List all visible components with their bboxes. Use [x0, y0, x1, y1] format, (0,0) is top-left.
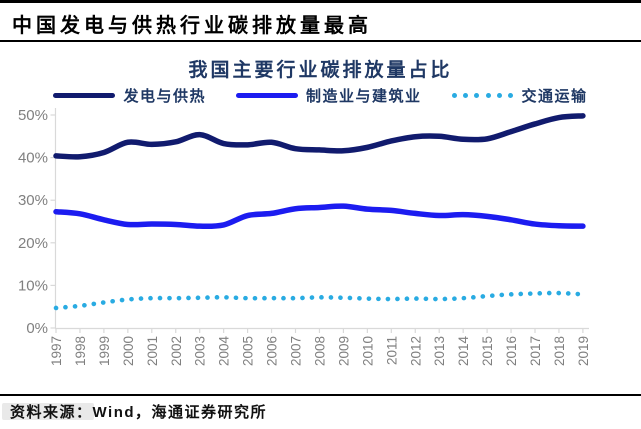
x-axis-label: 1999	[97, 336, 112, 366]
x-axis-label: 2008	[312, 336, 327, 366]
legend-line-swatch-manufacturing-construction	[235, 92, 298, 98]
y-axis-labels: 0% 10% 20% 30% 40% 50%	[18, 107, 48, 337]
chart-legend: 发电与供热 制造业与建筑业 交通运输	[0, 85, 641, 106]
x-axis-label: 1998	[73, 336, 88, 366]
x-axis-label: 2011	[384, 336, 399, 365]
legend-label-manufacturing-construction: 制造业与建筑业	[305, 87, 422, 105]
x-axis-label: 2002	[169, 336, 184, 366]
legend-item-manufacturing-construction: 制造业与建筑业	[235, 85, 422, 106]
x-axis-label: 2012	[408, 336, 423, 366]
x-axis-label: 2007	[289, 336, 304, 366]
x-axis-label: 1997	[49, 336, 64, 366]
series-lines	[53, 113, 586, 311]
legend-dotted-swatch-transport	[451, 92, 514, 98]
footer-divider	[0, 394, 641, 396]
report-title: 中国发电与供热行业碳排放量最高	[12, 15, 372, 37]
x-axis-label: 2010	[360, 336, 375, 366]
legend-item-transport: 交通运输	[451, 85, 588, 106]
y-axis-label: 40%	[18, 150, 48, 167]
legend-item-power-heat: 发电与供热	[53, 85, 206, 106]
x-axis-label: 2003	[193, 336, 208, 366]
legend-label-transport: 交通运输	[521, 87, 588, 105]
x-axis-label: 2000	[121, 336, 136, 366]
top-divider	[0, 0, 641, 3]
x-axis-label: 2004	[217, 336, 232, 367]
legend-label-power-heat: 发电与供热	[123, 87, 206, 105]
x-axis-label: 2006	[265, 336, 280, 366]
x-axis-labels: 1997 1998 1999 2000 2001 2002 2003 2004 2005 2006…	[49, 336, 591, 367]
x-axis-label: 2001	[145, 336, 160, 366]
x-axis-label: 2017	[528, 336, 543, 366]
legend-line-swatch-power-heat	[53, 92, 116, 98]
axes	[50, 108, 589, 333]
y-axis-label: 50%	[18, 107, 48, 124]
source-note: 资料来源：Wind，海通证券研究所	[10, 404, 268, 421]
x-axis-label: 2013	[432, 336, 447, 366]
series-line-manufacturing-construction	[53, 203, 586, 230]
title-divider	[0, 40, 641, 42]
x-axis-label: 2018	[552, 336, 567, 366]
x-axis-label: 2019	[576, 336, 591, 366]
y-axis-label: 30%	[18, 192, 48, 209]
watermark-artifact	[2, 403, 94, 420]
y-axis-label: 0%	[26, 320, 48, 337]
series-line-power-and-heat	[53, 113, 586, 160]
x-axis-label: 2015	[480, 336, 495, 366]
x-axis-label: 2014	[456, 336, 471, 367]
y-axis-label: 20%	[18, 235, 48, 252]
x-axis-label: 2005	[241, 336, 256, 366]
x-axis-label: 2009	[336, 336, 351, 366]
x-axis-label: 2016	[504, 336, 519, 366]
series-line-transport	[53, 290, 586, 311]
y-axis-label: 10%	[18, 277, 48, 294]
chart-title: 我国主要行业碳排放量占比	[188, 60, 453, 81]
